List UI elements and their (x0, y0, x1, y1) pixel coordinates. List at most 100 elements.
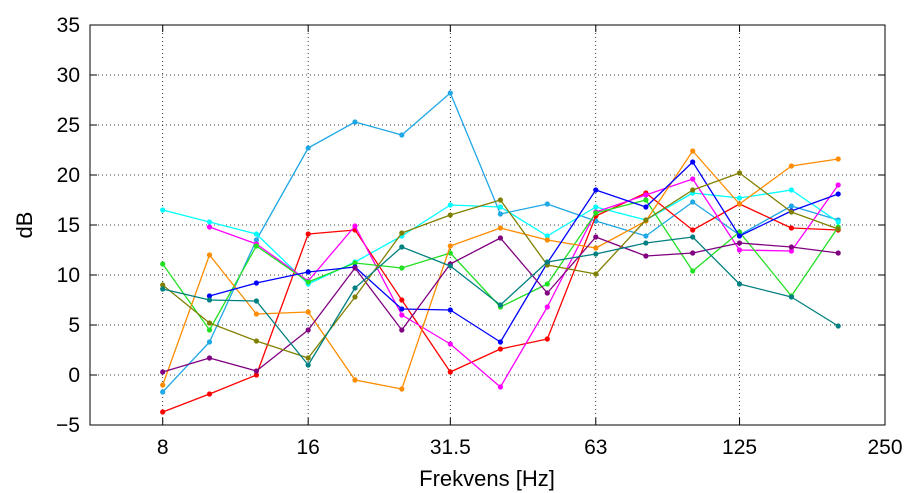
data-point (399, 386, 405, 392)
data-point (690, 187, 696, 193)
data-point (399, 297, 405, 303)
data-point (593, 210, 599, 216)
data-point (399, 312, 405, 318)
data-point (160, 382, 166, 388)
data-point (593, 204, 599, 210)
data-point (253, 231, 259, 237)
y-axis-label: dB (12, 212, 37, 239)
data-point (736, 240, 743, 246)
data-point (206, 297, 213, 303)
data-point (352, 294, 358, 300)
data-point (788, 248, 795, 254)
data-point (206, 219, 213, 225)
data-point (305, 327, 311, 333)
y-tick-label: −5 (56, 414, 80, 437)
data-point (253, 338, 259, 344)
data-point (835, 182, 841, 188)
data-point (253, 372, 259, 378)
data-point (305, 231, 311, 237)
data-point (788, 209, 795, 215)
data-point (788, 187, 795, 193)
series-10 (160, 234, 841, 368)
data-point (447, 212, 453, 218)
data-point (643, 217, 649, 223)
data-point (206, 339, 213, 345)
y-tick-label: 25 (57, 114, 80, 137)
data-point (399, 244, 405, 250)
series-line (209, 161, 839, 343)
data-point (399, 132, 405, 138)
data-point (544, 201, 550, 207)
data-point (305, 309, 311, 315)
data-point (447, 307, 453, 313)
data-point (253, 237, 259, 243)
data-point (544, 281, 550, 287)
data-point (690, 176, 696, 182)
data-point (352, 265, 358, 271)
data-point (593, 187, 599, 193)
data-point (593, 234, 599, 240)
y-tick-label: 30 (57, 64, 80, 87)
data-point (206, 252, 213, 258)
data-point (544, 304, 550, 310)
data-point (160, 369, 166, 375)
series-6 (160, 148, 841, 392)
y-tick-label: 35 (57, 14, 80, 37)
data-point (399, 230, 405, 236)
data-point (593, 271, 599, 277)
data-point (447, 90, 453, 96)
data-point (643, 233, 649, 239)
data-point (497, 225, 503, 231)
data-point (593, 245, 599, 251)
data-point (160, 207, 166, 213)
data-point (497, 384, 503, 390)
data-point (736, 247, 743, 253)
x-tick-label: 250 (867, 436, 902, 459)
data-point (835, 226, 841, 232)
y-tick-label: 5 (68, 314, 80, 337)
data-point (544, 336, 550, 342)
data-point (447, 243, 453, 249)
data-point (447, 341, 453, 347)
data-point (206, 224, 213, 230)
data-point (544, 237, 550, 243)
data-point (497, 346, 503, 352)
data-point (690, 159, 696, 165)
data-point (835, 219, 841, 225)
data-point (835, 156, 841, 162)
data-point (206, 327, 213, 333)
data-point (399, 306, 405, 312)
data-point (352, 119, 358, 125)
data-point (305, 355, 311, 361)
y-tick-label: 15 (57, 214, 80, 237)
data-point (160, 261, 166, 267)
data-point (497, 197, 503, 203)
data-point (352, 377, 358, 383)
data-point (643, 240, 649, 246)
data-point (736, 195, 743, 201)
x-tick-labels: 8 16 31.5 63 125 250 (157, 436, 903, 459)
data-point (497, 339, 503, 345)
data-point (690, 234, 696, 240)
data-point (544, 290, 550, 296)
data-point (643, 253, 649, 259)
data-point (253, 298, 259, 304)
data-point (690, 250, 696, 256)
data-point (305, 145, 311, 151)
data-point (447, 263, 453, 269)
data-point (788, 163, 795, 169)
data-point (497, 204, 503, 210)
x-tick-label: 31.5 (430, 436, 471, 459)
data-point (253, 368, 259, 374)
data-point (206, 355, 213, 361)
y-tick-label: 20 (57, 164, 80, 187)
data-point (690, 148, 696, 154)
x-tick-label: 16 (296, 436, 319, 459)
y-tick-label: 0 (68, 364, 80, 387)
data-point (497, 235, 503, 241)
series-8 (160, 234, 841, 375)
data-point (206, 391, 213, 397)
data-point (352, 260, 358, 266)
data-point (736, 281, 743, 287)
